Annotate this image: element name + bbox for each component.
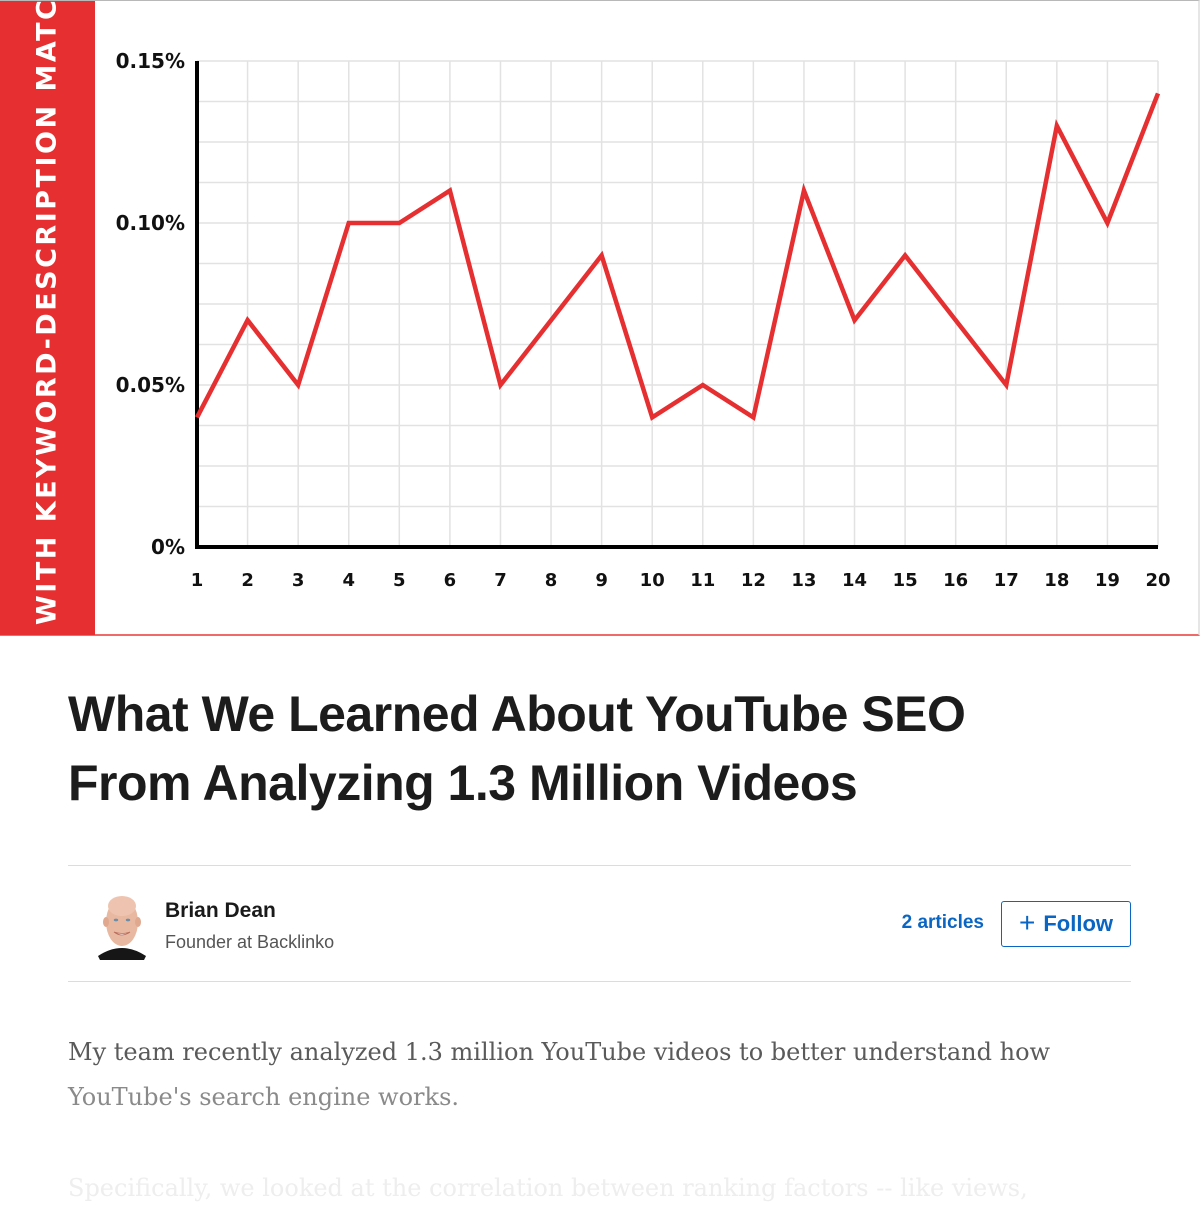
avatar[interactable] <box>92 888 152 960</box>
follow-label: Follow <box>1043 911 1113 936</box>
x-tick-label: 6 <box>444 570 457 591</box>
line-chart: 0%0.05%0.10%0.15%1 2 3 4 5 6 7 8 9 10 11 12 13 14 15 16… <box>116 49 1171 591</box>
y-tick-label: 0.05% <box>116 373 185 397</box>
x-tick-label: 16 <box>943 570 968 591</box>
paragraph-1: My team recently analyzed 1.3 million Yo… <box>68 1030 1131 1120</box>
x-tick-label: 17 <box>994 570 1019 591</box>
author-name[interactable]: Brian Dean <box>165 899 276 922</box>
title-line-2: From Analyzing 1.3 Million Videos <box>68 755 858 811</box>
article-header: What We Learned About YouTube SEO From A… <box>68 680 1131 818</box>
x-tick-label: 7 <box>494 570 507 591</box>
y-tick-label: 0.10% <box>116 211 185 235</box>
chart-image: WITH KEYWORD-DESCRIPTION MATC 0% 0.05% 0.1… <box>0 0 1200 636</box>
paragraph-1-line-2: YouTube's search engine works. <box>68 1083 460 1111</box>
x-tick-label: 12 <box>741 570 766 591</box>
follow-button[interactable]: + Follow <box>1001 901 1131 947</box>
x-tick-label: 19 <box>1095 570 1120 591</box>
x-tick-label: 1 <box>191 570 204 591</box>
article-body: My team recently analyzed 1.3 million Yo… <box>68 1030 1131 1211</box>
y-tick-label: 0% <box>151 535 185 559</box>
title-line-1: What We Learned About YouTube SEO <box>68 686 966 742</box>
chart-side-band: WITH KEYWORD-DESCRIPTION MATC <box>0 1 95 635</box>
x-tick-label: 8 <box>545 570 558 591</box>
paragraph-2: Specifically, we looked at the correlati… <box>68 1174 1028 1202</box>
x-tick-label: 15 <box>893 570 918 591</box>
chart-side-label: WITH KEYWORD-DESCRIPTION MATC <box>31 1 63 625</box>
x-tick-label: 18 <box>1044 570 1069 591</box>
y-tick-label: 0.15% <box>116 49 185 73</box>
x-tick-label: 4 <box>342 570 355 591</box>
x-tick-label: 3 <box>292 570 305 591</box>
x-tick-label: 20 <box>1145 570 1170 591</box>
author-bar: Brian Dean Founder at Backlinko 2 articl… <box>68 865 1131 982</box>
x-tick-label: 5 <box>393 570 406 591</box>
author-title: Founder at Backlinko <box>165 932 335 952</box>
plus-icon: + <box>1018 906 1036 938</box>
data-series-line <box>195 92 1161 422</box>
x-tick-label: 13 <box>791 570 816 591</box>
x-tick-label: 14 <box>842 570 867 591</box>
author-articles-link[interactable]: 2 articles <box>901 912 984 933</box>
paragraph-1-line-1: My team recently analyzed 1.3 million Yo… <box>68 1038 1051 1066</box>
x-tick-label: 2 <box>241 570 254 591</box>
article-title: What We Learned About YouTube SEO From A… <box>68 680 1131 818</box>
x-tick-label: 10 <box>640 570 665 591</box>
x-tick-label: 11 <box>690 570 715 591</box>
x-tick-label: 9 <box>595 570 608 591</box>
